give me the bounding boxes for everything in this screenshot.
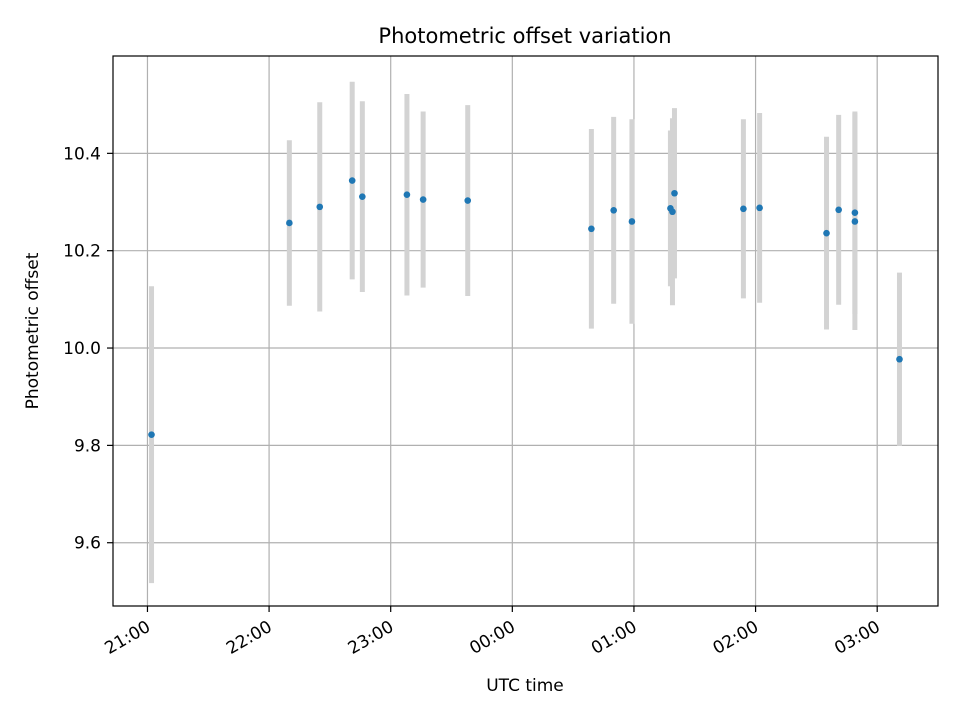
data-point — [756, 204, 763, 212]
data-point — [286, 219, 293, 227]
y-tick-label: 9.8 — [74, 436, 101, 456]
data-point — [896, 355, 903, 363]
data-point — [316, 203, 324, 211]
data-point — [610, 206, 617, 214]
data-point — [419, 196, 427, 203]
data-point — [148, 431, 155, 438]
data-point — [348, 177, 356, 184]
data-point — [403, 191, 411, 199]
y-axis-ticks: 9.6 9.8 10.0 10.2 10.4 — [63, 144, 113, 554]
y-axis-label: Photometric offset — [23, 252, 43, 409]
data-point — [851, 218, 859, 225]
data-point — [671, 189, 678, 197]
grid — [113, 56, 938, 606]
y-tick-label: 10.2 — [63, 242, 101, 262]
data-point — [740, 205, 747, 213]
data-point — [823, 229, 830, 237]
plot-frame — [112, 55, 939, 607]
data-point — [669, 208, 676, 216]
data-point — [464, 197, 472, 204]
chart-title: Photometric offset variation — [378, 24, 671, 48]
x-axis-label: UTC time — [486, 676, 564, 696]
y-tick-label: 9.6 — [74, 534, 101, 554]
data-point — [588, 225, 595, 233]
y-tick-label: 10.4 — [63, 144, 101, 164]
data-point — [628, 218, 636, 225]
y-tick-label: 10.0 — [63, 339, 101, 359]
data-point — [359, 193, 366, 200]
data-point — [851, 209, 859, 217]
data-point — [835, 206, 842, 214]
data-points — [148, 177, 903, 438]
